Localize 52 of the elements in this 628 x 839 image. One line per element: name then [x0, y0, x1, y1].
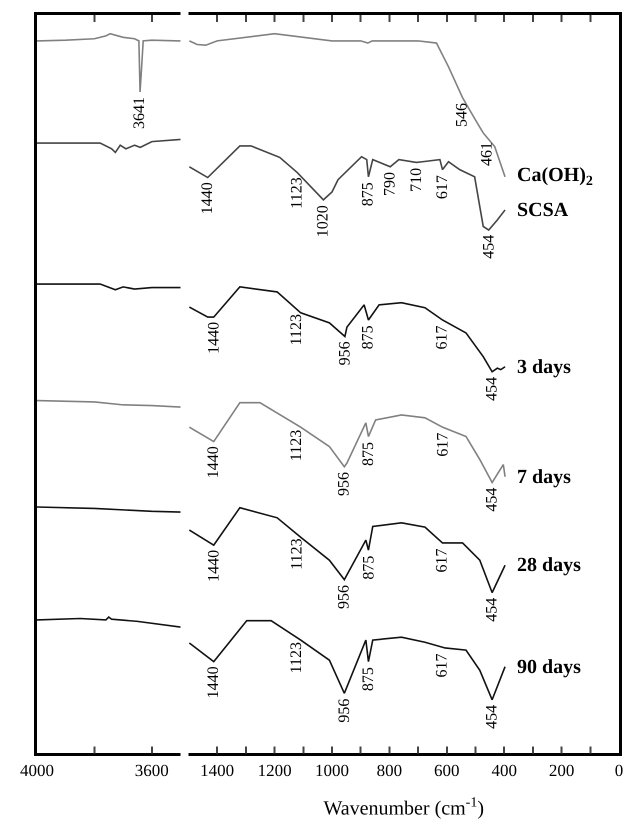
- x-tick-label: 1000: [314, 761, 349, 780]
- annotation: 617: [434, 432, 452, 457]
- annotation: 956: [336, 341, 354, 366]
- x-tick-label: 1400: [200, 761, 234, 780]
- annotation: 1123: [288, 430, 306, 462]
- annotation: 454: [483, 704, 500, 729]
- annotation: 1123: [288, 642, 305, 674]
- annotation: 3641: [131, 97, 148, 129]
- annotation: 875: [359, 325, 376, 350]
- x-tick-label: 400: [491, 761, 517, 780]
- annotation: 1440: [199, 182, 216, 214]
- x-tick-label: 600: [434, 761, 460, 780]
- annotation: 1123: [288, 177, 306, 209]
- annotation: 1020: [314, 205, 332, 238]
- x-tick-label: 200: [548, 761, 574, 780]
- annotation: 1440: [205, 666, 222, 698]
- annotation: 875: [360, 556, 378, 580]
- series-label: 7 days: [517, 466, 572, 488]
- annotation: 875: [360, 182, 377, 206]
- annotation: 875: [360, 667, 377, 692]
- annotation: 546: [454, 103, 471, 128]
- series-label: 28 days: [517, 554, 582, 576]
- annotation: 875: [360, 442, 377, 466]
- annotation: 1440: [205, 446, 222, 478]
- annotation: 454: [480, 234, 498, 259]
- annotation: 617: [434, 325, 451, 350]
- series-label: 3 days: [517, 356, 572, 378]
- series-label: Ca(OH)$_{2}$: [517, 164, 593, 190]
- annotation: 617: [434, 548, 451, 572]
- annotation: 956: [336, 584, 353, 609]
- series-label: 90 days: [517, 656, 582, 678]
- x-tick-label: 0: [614, 761, 624, 780]
- annotation: 1123: [288, 538, 306, 570]
- annotation: 790: [381, 172, 398, 196]
- annotation: 617: [434, 653, 451, 678]
- x-axis-title: Wavenumber (cm$^{-1}$): [323, 795, 484, 820]
- annotation: 956: [336, 472, 353, 496]
- annotation: 1123: [288, 314, 305, 346]
- annotation: 617: [434, 175, 451, 200]
- annotation: 956: [336, 698, 354, 723]
- annotation: 454: [483, 376, 500, 401]
- x-tick-label: 800: [376, 761, 402, 780]
- annotation: 710: [408, 168, 425, 192]
- series-label: SCSA: [517, 199, 569, 221]
- annotation: 1440: [206, 550, 223, 582]
- annotation: 454: [484, 488, 501, 512]
- annotation: 454: [484, 598, 501, 622]
- x-tick-label: 3600: [134, 761, 169, 780]
- annotation: 1440: [206, 322, 223, 354]
- annotation: 461: [478, 142, 496, 166]
- x-tick-label: 4000: [20, 761, 54, 780]
- x-tick-label: 1200: [258, 761, 292, 780]
